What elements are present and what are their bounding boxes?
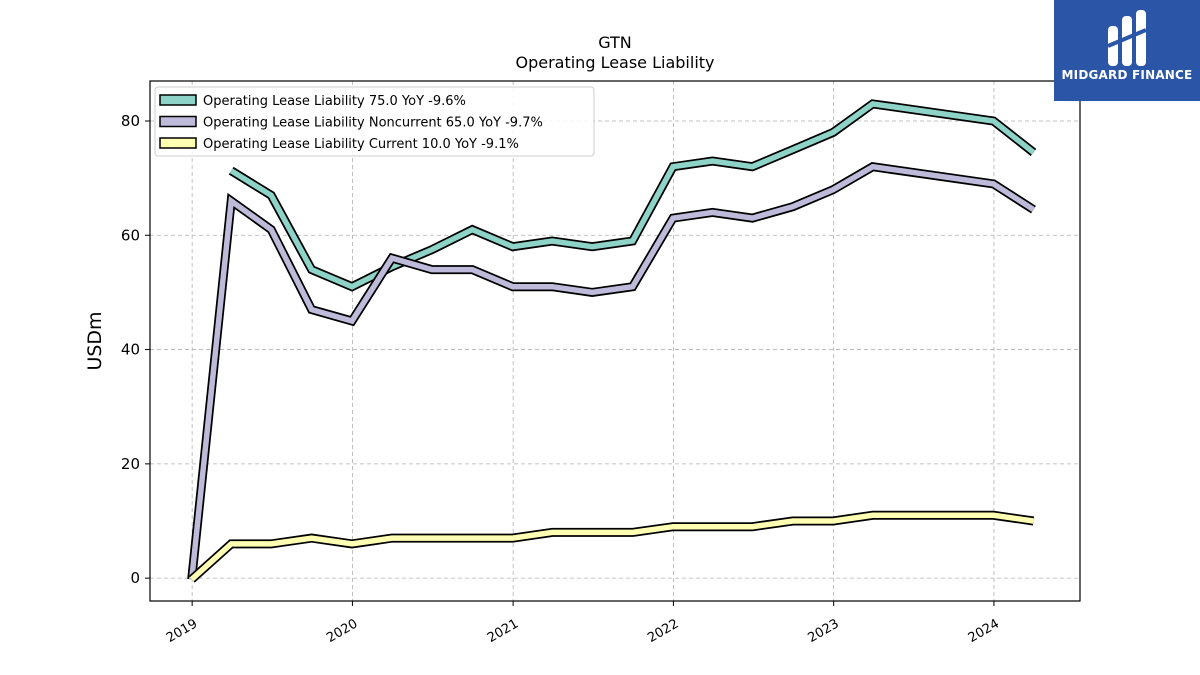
chart-title: GTN	[598, 33, 632, 52]
grid	[150, 81, 1080, 601]
x-tick-label: 2024	[966, 616, 1002, 646]
x-tick-label: 2020	[324, 616, 360, 646]
y-tick-label: 40	[121, 341, 140, 359]
y-tick-label: 20	[121, 455, 140, 473]
legend: Operating Lease Liability 75.0 YoY -9.6%…	[154, 86, 595, 157]
logo: MIDGARD FINANCE	[1054, 0, 1200, 101]
x-tick-label: 2021	[485, 616, 521, 646]
series-line	[188, 163, 1035, 580]
legend-box	[154, 86, 595, 157]
legend-swatch	[159, 94, 197, 106]
y-axis-label: USDm	[84, 311, 106, 370]
y-tick-label: 80	[121, 112, 140, 130]
legend-swatch	[159, 137, 197, 149]
legend-label: Operating Lease Liability Current 10.0 Y…	[203, 137, 519, 152]
x-axis-ticks: 2019 2020 2021 2022 2023 2024	[164, 601, 1002, 646]
series-line-outline	[188, 510, 1035, 583]
logo-mark-icon	[1107, 10, 1147, 66]
y-tick-label: 60	[121, 226, 140, 244]
x-tick-label: 2023	[806, 616, 842, 646]
x-tick-label: 2019	[164, 616, 200, 646]
series-line	[229, 101, 1036, 290]
chart-subtitle: Operating Lease Liability	[515, 53, 714, 72]
legend-swatch	[159, 115, 197, 128]
series-line	[189, 512, 1034, 582]
y-axis-ticks: 0 20 40 60 80	[121, 112, 150, 587]
plot-frame	[149, 80, 1081, 602]
logo-text: MIDGARD FINANCE	[1061, 68, 1193, 82]
x-tick-label: 2022	[645, 616, 681, 646]
series-lines	[187, 99, 1037, 583]
y-tick-label: 0	[130, 569, 140, 587]
legend-label: Operating Lease Liability Noncurrent 65.…	[203, 116, 543, 131]
legend-label: Operating Lease Liability 75.0 YoY -9.6%	[203, 94, 466, 109]
